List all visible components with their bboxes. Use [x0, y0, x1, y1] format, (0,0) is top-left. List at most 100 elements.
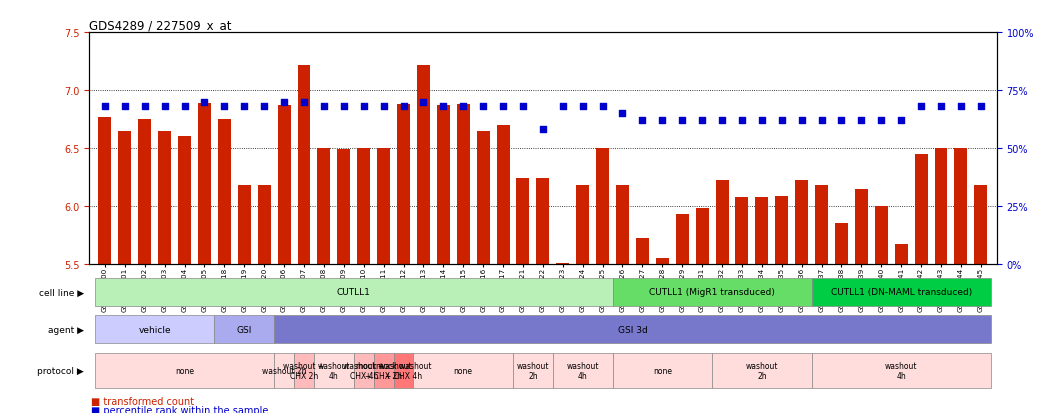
- Bar: [274, 353, 294, 388]
- Bar: [875, 206, 888, 264]
- Text: CUTLL1: CUTLL1: [337, 288, 371, 297]
- Text: none: none: [175, 366, 194, 375]
- Bar: [417, 65, 430, 264]
- Point: [674, 118, 691, 124]
- Text: none: none: [453, 366, 473, 375]
- Point: [116, 104, 133, 110]
- Point: [814, 118, 830, 124]
- Point: [514, 104, 531, 110]
- Text: GSI 3d: GSI 3d: [618, 325, 647, 334]
- Point: [953, 104, 970, 110]
- Point: [275, 99, 292, 106]
- Bar: [258, 186, 270, 264]
- Bar: [337, 150, 351, 264]
- Bar: [238, 186, 250, 264]
- Bar: [616, 186, 629, 264]
- Text: mock washout
+ CHX 4h: mock washout + CHX 4h: [376, 361, 431, 380]
- Text: washout
2h: washout 2h: [745, 361, 778, 380]
- Bar: [496, 126, 510, 264]
- Point: [734, 118, 751, 124]
- Point: [933, 104, 950, 110]
- Bar: [775, 196, 788, 264]
- Bar: [138, 120, 151, 264]
- Point: [196, 99, 213, 106]
- Point: [454, 104, 471, 110]
- Point: [893, 118, 910, 124]
- Bar: [712, 353, 811, 388]
- Point: [534, 127, 551, 133]
- Point: [794, 118, 810, 124]
- Point: [555, 104, 572, 110]
- Bar: [377, 149, 391, 264]
- Bar: [975, 186, 987, 264]
- Point: [575, 104, 592, 110]
- Text: washout
4h: washout 4h: [566, 361, 599, 380]
- Bar: [836, 224, 848, 264]
- Bar: [811, 353, 990, 388]
- Text: vehicle: vehicle: [138, 325, 171, 334]
- Bar: [935, 149, 948, 264]
- Bar: [612, 278, 811, 306]
- Bar: [215, 316, 274, 343]
- Bar: [354, 353, 374, 388]
- Bar: [394, 353, 414, 388]
- Text: CUTLL1 (MigR1 transduced): CUTLL1 (MigR1 transduced): [649, 288, 775, 297]
- Bar: [95, 316, 215, 343]
- Point: [694, 118, 711, 124]
- Point: [873, 118, 890, 124]
- Bar: [277, 106, 291, 264]
- Point: [913, 104, 930, 110]
- Text: ■ transformed count: ■ transformed count: [91, 396, 194, 406]
- Bar: [755, 197, 768, 264]
- Point: [774, 118, 790, 124]
- Point: [595, 104, 611, 110]
- Point: [415, 99, 431, 106]
- Bar: [695, 209, 709, 264]
- Bar: [915, 154, 928, 264]
- Point: [714, 118, 731, 124]
- Text: mock washout
+ CHX 2h: mock washout + CHX 2h: [356, 361, 411, 380]
- Bar: [158, 131, 171, 264]
- Bar: [576, 186, 589, 264]
- Text: washout +
CHX 2h: washout + CHX 2h: [284, 361, 325, 380]
- Text: protocol ▶: protocol ▶: [37, 366, 84, 375]
- Bar: [198, 104, 210, 264]
- Bar: [735, 197, 749, 264]
- Text: washout +
CHX 4h: washout + CHX 4h: [343, 361, 384, 380]
- Point: [315, 104, 332, 110]
- Bar: [955, 149, 967, 264]
- Text: ■ percentile rank within the sample: ■ percentile rank within the sample: [91, 405, 268, 413]
- Text: washout
4h: washout 4h: [317, 361, 350, 380]
- Text: none: none: [653, 366, 672, 375]
- Point: [654, 118, 671, 124]
- Text: CUTLL1 (DN-MAML transduced): CUTLL1 (DN-MAML transduced): [830, 288, 972, 297]
- Bar: [357, 149, 371, 264]
- Bar: [715, 181, 729, 264]
- Bar: [314, 353, 354, 388]
- Bar: [855, 189, 868, 264]
- Text: GSI: GSI: [237, 325, 252, 334]
- Bar: [816, 186, 828, 264]
- Bar: [118, 131, 131, 264]
- Point: [435, 104, 451, 110]
- Bar: [811, 278, 990, 306]
- Text: washout
4h: washout 4h: [885, 361, 917, 380]
- Bar: [437, 106, 450, 264]
- Point: [156, 104, 173, 110]
- Point: [474, 104, 491, 110]
- Point: [853, 118, 870, 124]
- Point: [136, 104, 153, 110]
- Bar: [636, 239, 649, 264]
- Text: agent ▶: agent ▶: [48, 325, 84, 334]
- Point: [494, 104, 511, 110]
- Point: [375, 104, 392, 110]
- Bar: [456, 105, 470, 264]
- Bar: [297, 65, 311, 264]
- Bar: [596, 149, 609, 264]
- Bar: [397, 105, 410, 264]
- Point: [833, 118, 850, 124]
- Bar: [274, 316, 990, 343]
- Text: washout 2h: washout 2h: [262, 366, 307, 375]
- Point: [236, 104, 252, 110]
- Point: [255, 104, 272, 110]
